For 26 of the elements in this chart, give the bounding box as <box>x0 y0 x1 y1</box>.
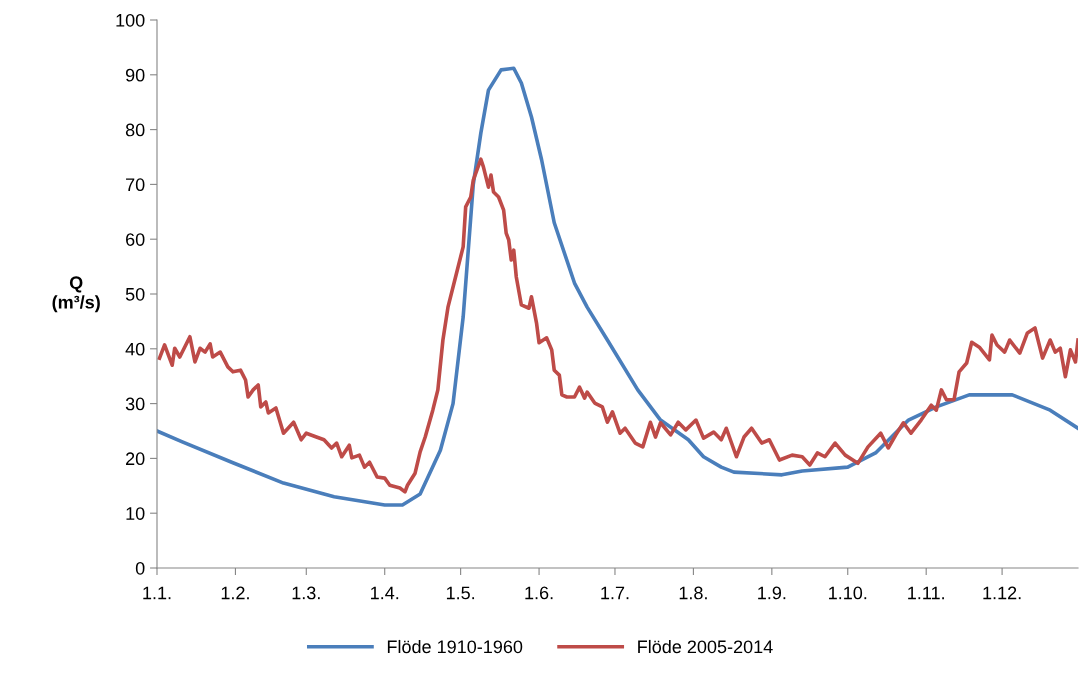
y-tick-label: 0 <box>135 561 145 575</box>
y-tick-label: 90 <box>125 68 145 82</box>
x-tick-label: 1.10. <box>829 586 867 600</box>
y-tick-label: 60 <box>126 233 145 246</box>
x-tick-label: 1.4. <box>371 586 399 600</box>
y-tick-label: 70 <box>126 178 145 192</box>
x-tick-label: 1.12. <box>983 586 1021 600</box>
y-tick-label: 100 <box>116 13 145 27</box>
y-tick-label: 30 <box>125 397 145 411</box>
x-tick-label: 1.1. <box>143 586 171 600</box>
x-tick-label: 1.11. <box>908 586 944 600</box>
y-tick-label: 80 <box>125 123 145 137</box>
y-axis-title: Q (m³/s) <box>52 276 100 313</box>
legend-label: Flöde 1910-1960 <box>387 639 523 654</box>
y-tick-label: 40 <box>125 342 145 356</box>
x-tick-label: 1.8. <box>679 586 707 600</box>
x-tick-label: 1.7. <box>601 586 629 600</box>
y-tick-label: 10 <box>126 507 145 520</box>
x-tick-label: 1.2. <box>221 586 249 600</box>
x-tick-label: 1.6. <box>525 586 553 600</box>
x-tick-label: 1.9. <box>758 586 786 600</box>
y-tick-label: 20 <box>126 452 145 466</box>
legend-label: Flöde 2005-2014 <box>638 639 773 654</box>
x-tick-label: 1.3. <box>292 586 320 600</box>
y-tick-label: 50 <box>125 287 145 301</box>
x-tick-label: 1.5. <box>446 586 475 600</box>
